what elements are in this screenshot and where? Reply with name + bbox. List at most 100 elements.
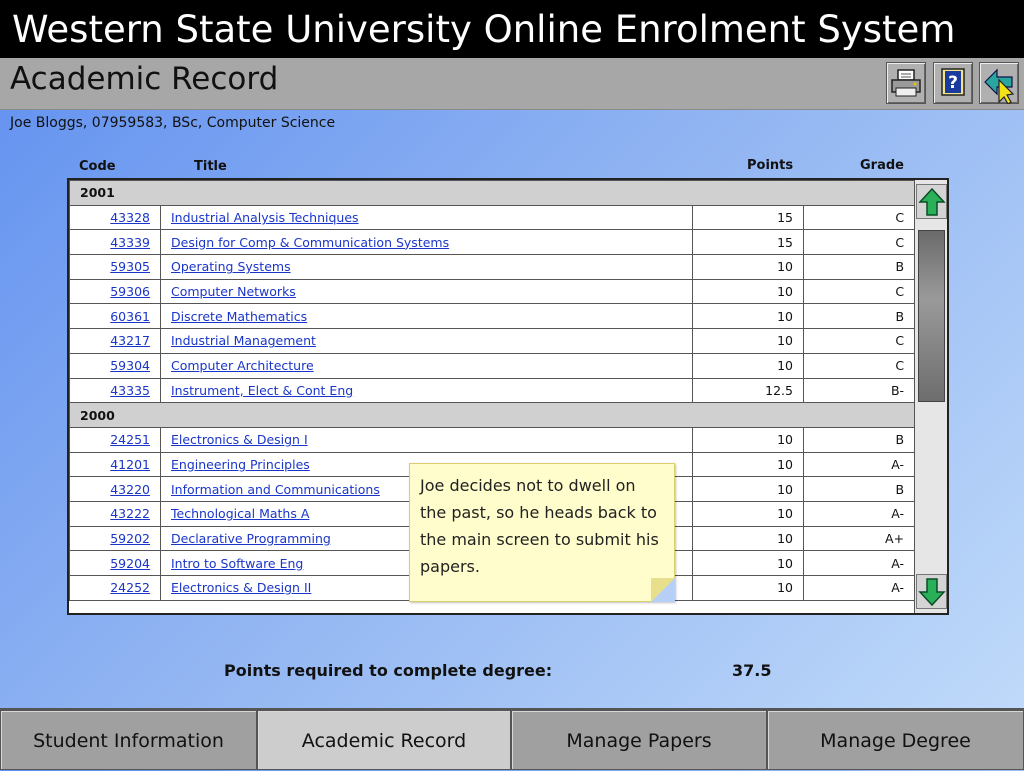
app-title: Western State University Online Enrolmen…: [12, 8, 956, 51]
tab-manage-papers[interactable]: Manage Papers: [511, 710, 767, 770]
paper-code-link[interactable]: 59304: [110, 358, 150, 374]
table-row: 43217 Industrial Management 10 C: [69, 328, 916, 354]
paper-code-link[interactable]: 43222: [110, 506, 150, 522]
table-row: 59305 Operating Systems 10 B: [69, 254, 916, 280]
paper-points: 12.5: [692, 377, 804, 404]
year-label: 2001: [69, 180, 916, 206]
note-fold: [651, 578, 675, 602]
paper-code-link[interactable]: 59305: [110, 259, 150, 275]
paper-points: 15: [692, 204, 804, 231]
scroll-up-button[interactable]: [916, 184, 947, 219]
paper-grade: B: [802, 476, 916, 502]
printer-icon: [891, 69, 921, 97]
paper-grade: C: [802, 352, 916, 379]
paper-title-link[interactable]: Operating Systems: [171, 259, 291, 275]
paper-points: 10: [692, 575, 804, 601]
arrow-up-icon: [918, 187, 946, 216]
paper-code-link[interactable]: 60361: [110, 308, 150, 324]
paper-title-link[interactable]: Design for Comp & Communication Systems: [171, 234, 450, 250]
paper-title-link[interactable]: Electronics & Design II: [171, 580, 312, 596]
help-button[interactable]: ?: [933, 62, 973, 104]
paper-grade: A-: [802, 575, 916, 601]
paper-code-link[interactable]: 43339: [110, 234, 150, 250]
page-title: Academic Record: [10, 61, 279, 97]
paper-title-link[interactable]: Declarative Programming: [171, 530, 331, 546]
academic-record-grid: 2001 43328 Industrial Analysis Technique…: [67, 178, 949, 615]
print-button[interactable]: [886, 62, 926, 104]
paper-grade: A-: [802, 500, 916, 527]
paper-points: 10: [692, 303, 804, 330]
paper-code-link[interactable]: 41201: [110, 456, 150, 472]
svg-text:?: ?: [948, 73, 958, 93]
tab-academic-record[interactable]: Academic Record: [257, 710, 511, 770]
paper-points: 10: [692, 525, 804, 552]
paper-code-link[interactable]: 59204: [110, 555, 150, 571]
paper-code-link[interactable]: 24251: [110, 432, 150, 448]
paper-code-link[interactable]: 24252: [110, 580, 150, 596]
paper-title-link[interactable]: Electronics & Design I: [171, 432, 308, 448]
scroll-down-button[interactable]: [916, 574, 947, 609]
paper-points: 10: [692, 426, 804, 453]
paper-title-link[interactable]: Computer Networks: [171, 284, 296, 300]
paper-grade: B-: [802, 377, 916, 404]
column-header-code: Code: [79, 159, 116, 174]
paper-points: 10: [692, 476, 804, 502]
paper-points: 10: [692, 254, 804, 280]
paper-grade: A-: [802, 451, 916, 478]
paper-code-link[interactable]: 43328: [110, 210, 150, 226]
paper-title-link[interactable]: Engineering Principles: [171, 456, 310, 472]
paper-code-link[interactable]: 59202: [110, 530, 150, 546]
table-row: 24251 Electronics & Design I 10 B: [69, 426, 916, 453]
paper-title-link[interactable]: Industrial Analysis Techniques: [171, 210, 359, 226]
paper-points: 10: [692, 328, 804, 354]
paper-title-link[interactable]: Instrument, Elect & Cont Eng: [171, 382, 354, 398]
paper-title-link[interactable]: Discrete Mathematics: [171, 308, 308, 324]
tab-student-information[interactable]: Student Information: [0, 710, 257, 770]
points-required-label: Points required to complete degree:: [224, 661, 553, 680]
paper-points: 10: [692, 278, 804, 305]
paper-code-link[interactable]: 43220: [110, 481, 150, 497]
paper-points: 10: [692, 352, 804, 379]
paper-grade: C: [802, 204, 916, 231]
table-row: 59306 Computer Networks 10 C: [69, 278, 916, 305]
narration-note-text: Joe decides not to dwell on the past, so…: [420, 476, 659, 576]
paper-grade: C: [802, 328, 916, 354]
back-arrow-icon: [984, 68, 1015, 104]
paper-code-link[interactable]: 43335: [110, 382, 150, 398]
table-row: 43339 Design for Comp & Communication Sy…: [69, 229, 916, 256]
paper-code-link[interactable]: 59306: [110, 284, 150, 300]
paper-grade: B: [802, 426, 916, 453]
paper-title-link[interactable]: Information and Communications: [171, 481, 380, 497]
arrow-down-icon: [918, 578, 946, 607]
paper-grade: B: [802, 254, 916, 280]
tab-manage-degree[interactable]: Manage Degree: [767, 710, 1024, 770]
paper-title-link[interactable]: Intro to Software Eng: [171, 555, 304, 571]
paper-grade: A-: [802, 550, 916, 576]
column-header-title: Title: [194, 159, 227, 174]
paper-points: 10: [692, 451, 804, 478]
column-header-points: Points: [747, 158, 794, 173]
year-row: 2000: [69, 402, 916, 428]
page-header: Academic Record ?: [0, 58, 1024, 110]
paper-title-link[interactable]: Computer Architecture: [171, 358, 314, 374]
paper-grade: C: [802, 278, 916, 305]
back-button[interactable]: [979, 62, 1019, 104]
points-required-value: 37.5: [732, 661, 772, 680]
paper-code-link[interactable]: 43217: [110, 333, 150, 349]
paper-title-link[interactable]: Industrial Management: [171, 333, 316, 349]
year-label: 2000: [69, 402, 916, 428]
table-row: 59304 Computer Architecture 10 C: [69, 352, 916, 379]
help-icon: ?: [941, 68, 965, 96]
bottom-tab-bar: Student Information Academic Record Mana…: [0, 708, 1024, 770]
paper-grade: B: [802, 303, 916, 330]
scroll-thumb[interactable]: [918, 230, 945, 402]
student-summary: Joe Bloggs, 07959583, BSc, Computer Scie…: [10, 115, 336, 131]
year-row: 2001: [69, 180, 916, 206]
paper-points: 15: [692, 229, 804, 256]
vertical-scrollbar[interactable]: [914, 180, 947, 613]
table-row: 43335 Instrument, Elect & Cont Eng 12.5 …: [69, 377, 916, 404]
column-header-grade: Grade: [860, 158, 904, 173]
paper-grade: C: [802, 229, 916, 256]
paper-title-link[interactable]: Technological Maths A: [171, 506, 310, 522]
table-row: 43328 Industrial Analysis Techniques 15 …: [69, 204, 916, 231]
